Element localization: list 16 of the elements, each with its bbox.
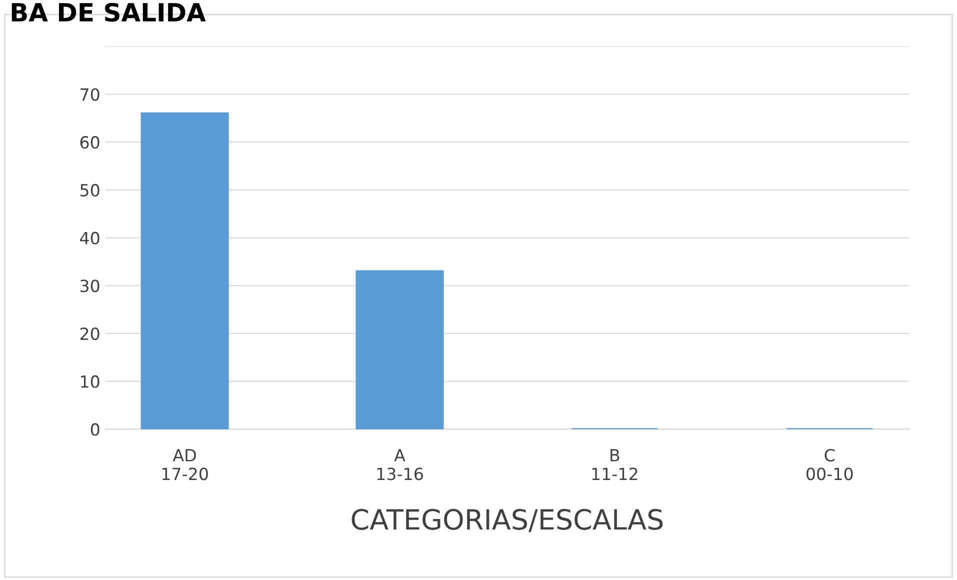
x-tick-label: C 00-10 (806, 448, 853, 480)
x-tick-label: A 13-16 (377, 449, 423, 480)
y-tick-label: 30 (80, 280, 100, 292)
y-tick-label: 60 (80, 136, 100, 149)
y-tick-label: 20 (80, 327, 100, 340)
y-tick-label: 10 (81, 375, 100, 388)
x-tick-label: B 11-12 (592, 449, 638, 480)
x-tick-label: AD 17-20 (162, 449, 208, 480)
y-tick-label: 40 (80, 232, 100, 244)
x-axis-title: CATEGORIAS/ESCALAS (352, 508, 663, 532)
y-tick-label: 50 (80, 184, 100, 197)
y-tick-label: 70 (80, 88, 100, 101)
bar (356, 270, 444, 430)
chart-title: BA DE SALIDA (12, 2, 206, 22)
bar (140, 112, 229, 430)
y-tick-label: 0 (90, 423, 100, 436)
